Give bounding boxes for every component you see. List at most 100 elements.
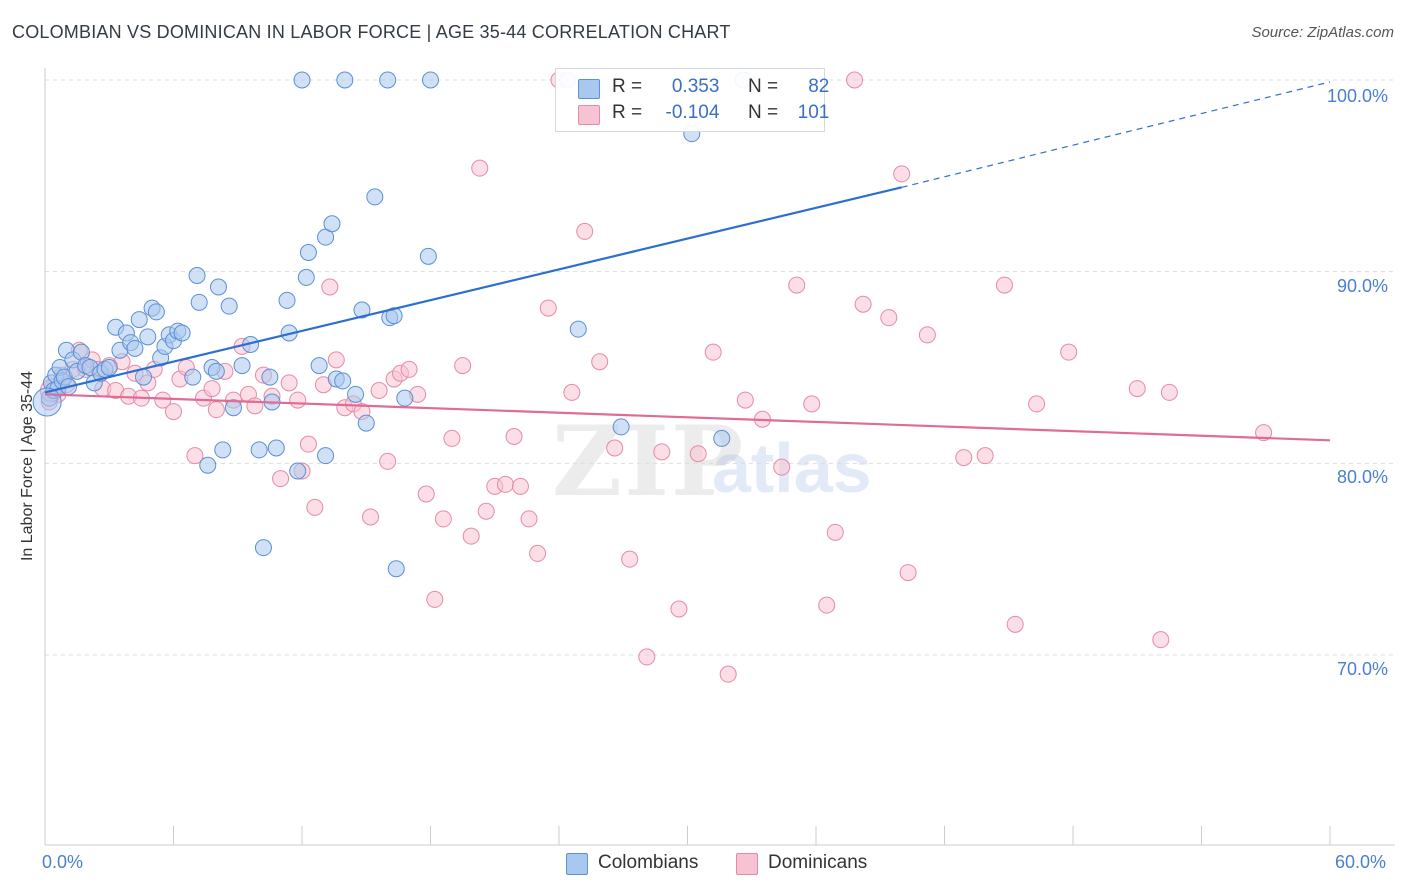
colombian-point — [310, 357, 328, 375]
colombian-point — [293, 71, 311, 89]
colombian-point — [135, 368, 153, 386]
y-tick-label: 80.0% — [1337, 467, 1389, 487]
dominican-point — [362, 508, 380, 526]
dominicans-series — [39, 71, 1273, 683]
dominican-point — [854, 295, 872, 313]
dominican-point — [471, 159, 489, 177]
colombian-point — [199, 456, 217, 474]
y-axis-label: In Labor Force | Age 35-44 — [19, 370, 36, 562]
dominican-point — [477, 502, 495, 520]
colombian-point — [357, 414, 375, 432]
dominican-point — [505, 428, 523, 445]
dominican-point — [154, 391, 172, 409]
colombian-point — [209, 278, 227, 296]
colombian-point — [147, 303, 165, 321]
dominican-point — [1152, 631, 1170, 649]
r-value: -0.104 — [665, 102, 720, 123]
colombian-point — [254, 539, 272, 557]
colombian-point — [289, 462, 307, 480]
dominican-point — [186, 447, 204, 465]
n-value: 82 — [808, 76, 830, 97]
dominican-point — [689, 445, 707, 463]
dominican-point — [443, 429, 461, 447]
dominican-point — [1006, 615, 1024, 633]
dominican-point — [893, 165, 911, 183]
colombian-point — [317, 447, 335, 465]
colombian-point — [184, 368, 202, 386]
dominican-point — [880, 309, 898, 327]
dominican-point — [606, 439, 624, 457]
dominican-point — [899, 564, 917, 582]
r-label: R = — [612, 76, 643, 97]
x-tick-label: 0.0% — [42, 852, 84, 872]
colombian-point — [100, 359, 118, 376]
colombian-point — [126, 339, 144, 357]
legend-swatch-pink — [736, 853, 758, 875]
colombian-point — [139, 328, 157, 346]
watermark-zip: ZIP — [552, 405, 746, 518]
dominican-point — [1060, 343, 1078, 361]
watermark-atlas: atlas — [712, 429, 872, 507]
colombian-point — [387, 560, 405, 578]
legend-label: Colombians — [598, 852, 699, 873]
dominican-point — [788, 276, 806, 294]
dominican-point — [280, 374, 298, 392]
dominican-point — [719, 665, 737, 683]
dominican-point — [203, 380, 221, 398]
dominican-point — [773, 458, 791, 476]
x-tick-label: 60.0% — [1335, 852, 1387, 872]
colombians-series — [32, 71, 752, 578]
n-label: N = — [747, 102, 779, 123]
chart-title: COLOMBIAN VS DOMINICAN IN LABOR FORCE | … — [12, 22, 731, 42]
colombian-point — [612, 418, 630, 436]
dominican-point — [576, 222, 594, 240]
dominican-point — [704, 343, 722, 361]
colombian-point — [299, 244, 317, 261]
dominican-point — [539, 299, 557, 317]
dominican-point — [1128, 380, 1146, 398]
dominican-point — [165, 403, 182, 421]
dominican-point — [529, 544, 547, 562]
colombians-trend-line — [44, 186, 902, 394]
n-label: N = — [747, 76, 779, 97]
y-tick-label: 70.0% — [1337, 659, 1389, 679]
dominican-point — [511, 477, 529, 495]
correlation-legend: R = 0.353 N = 82 R = -0.104 N = 101 — [555, 68, 829, 132]
dominican-point — [327, 351, 345, 369]
colombian-point — [396, 389, 414, 407]
y-tick-label: 100.0% — [1327, 86, 1389, 106]
colombian-point — [233, 357, 251, 375]
dominicans-trend-line — [44, 393, 1331, 442]
source-label: Source: ZipAtlas.com — [1251, 24, 1394, 41]
colombian-point — [353, 301, 371, 319]
colombian-point — [569, 320, 587, 338]
dominican-point — [246, 397, 264, 415]
r-label: R = — [612, 102, 643, 123]
dominican-point — [563, 383, 581, 401]
y-tick-label: 90.0% — [1337, 276, 1389, 296]
dominican-point — [955, 449, 973, 467]
dominican-point — [995, 276, 1013, 294]
dominican-point — [454, 357, 472, 375]
colombian-point — [250, 441, 268, 459]
colombian-point — [379, 71, 397, 89]
colombian-point — [207, 362, 225, 380]
dominican-point — [846, 71, 864, 89]
colombian-point — [130, 311, 148, 329]
dominican-point — [496, 475, 514, 493]
dominican-point — [826, 523, 844, 541]
legend-label: Dominicans — [768, 852, 868, 873]
dominican-point — [321, 278, 339, 296]
dominican-point — [417, 485, 435, 503]
colombian-point — [220, 297, 238, 315]
colombians-trend-extension — [901, 81, 1331, 188]
colombian-point — [336, 71, 354, 89]
colombian-point — [297, 268, 315, 286]
colombian-point — [190, 293, 208, 311]
n-value: 101 — [797, 102, 830, 123]
dominican-point — [591, 353, 609, 371]
dominican-point — [1028, 395, 1046, 413]
legend-swatch-blue — [578, 79, 600, 99]
dominican-point — [653, 443, 671, 461]
